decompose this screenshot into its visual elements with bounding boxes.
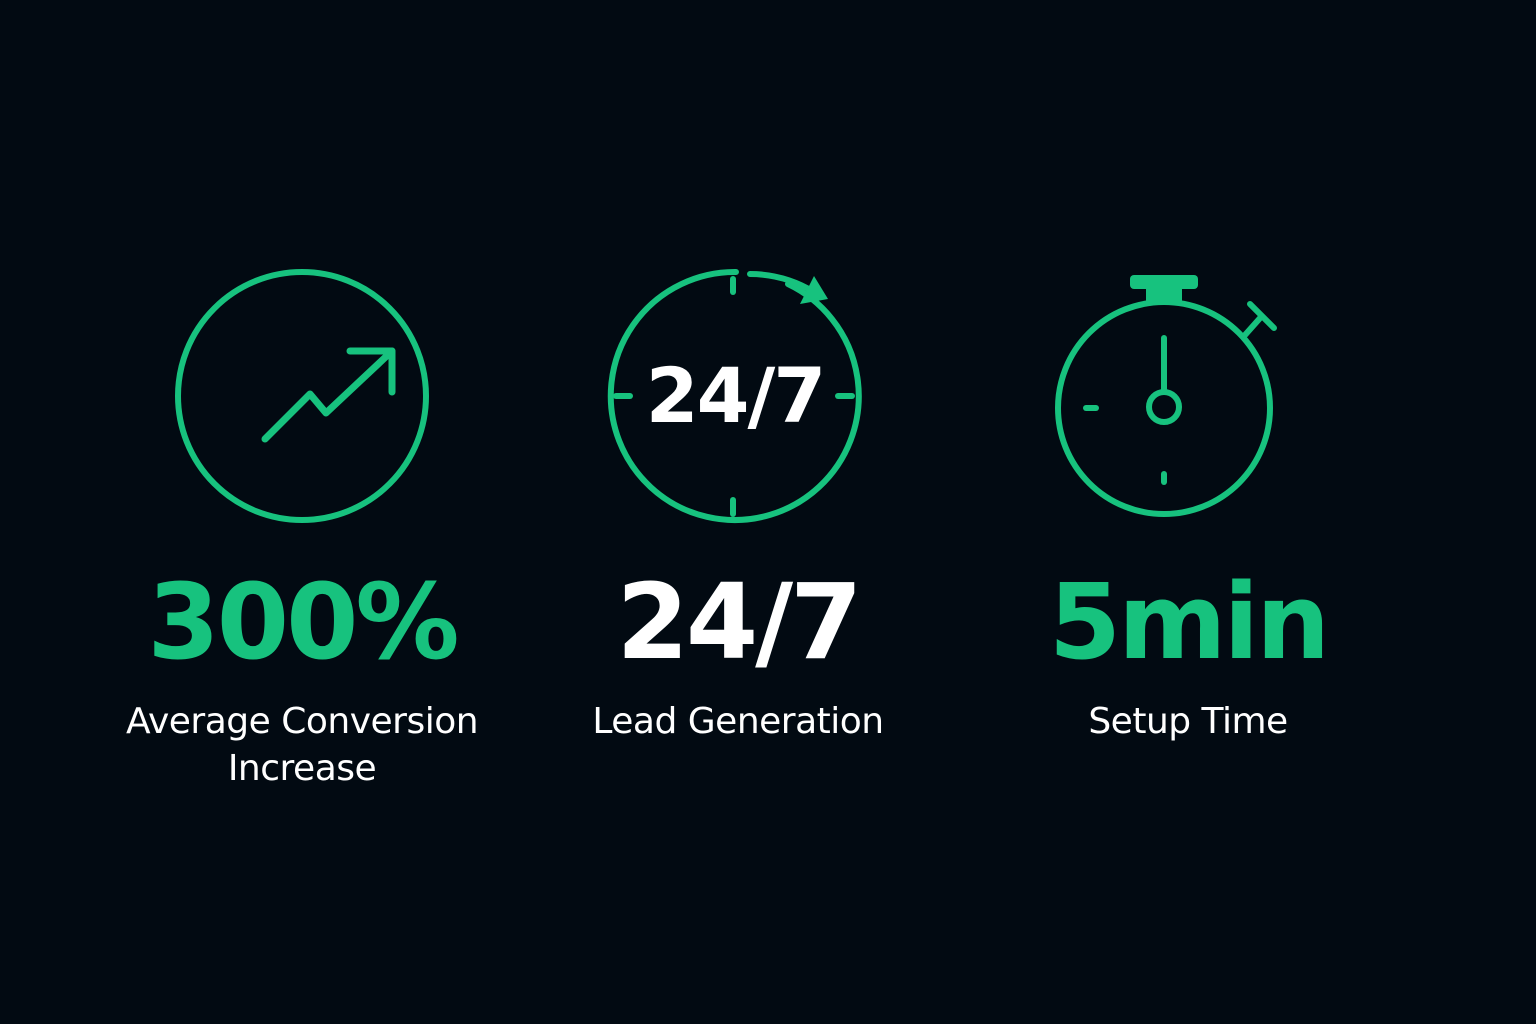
stat-value: 300% <box>147 561 459 683</box>
stat-label-line-1: Average Conversion <box>125 701 479 742</box>
stopwatch-icon <box>1038 262 1338 532</box>
stat-value: 24/7 <box>616 561 862 683</box>
stat-label: Average Conversion Increase <box>92 698 512 792</box>
stat-label-line-1: Lead Generation <box>592 701 884 742</box>
stat-label: Setup Time <box>978 698 1398 745</box>
stat-card-conversion: 300% Average Conversion Increase <box>92 262 512 792</box>
trending-up-icon <box>152 262 452 532</box>
stat-label: Lead Generation <box>528 698 948 745</box>
clock-inner-text: 24/7 <box>646 351 824 440</box>
stat-label-line-2: Increase <box>227 748 377 789</box>
clock-24-7-icon: 24/7 <box>588 262 888 532</box>
stat-label-line-1: Setup Time <box>1088 701 1288 742</box>
stat-card-lead-generation: 24/7 24/7 Lead Generation <box>528 262 948 745</box>
stat-value: 5min <box>1048 561 1330 683</box>
stat-card-setup-time: 5min Setup Time <box>978 262 1398 745</box>
